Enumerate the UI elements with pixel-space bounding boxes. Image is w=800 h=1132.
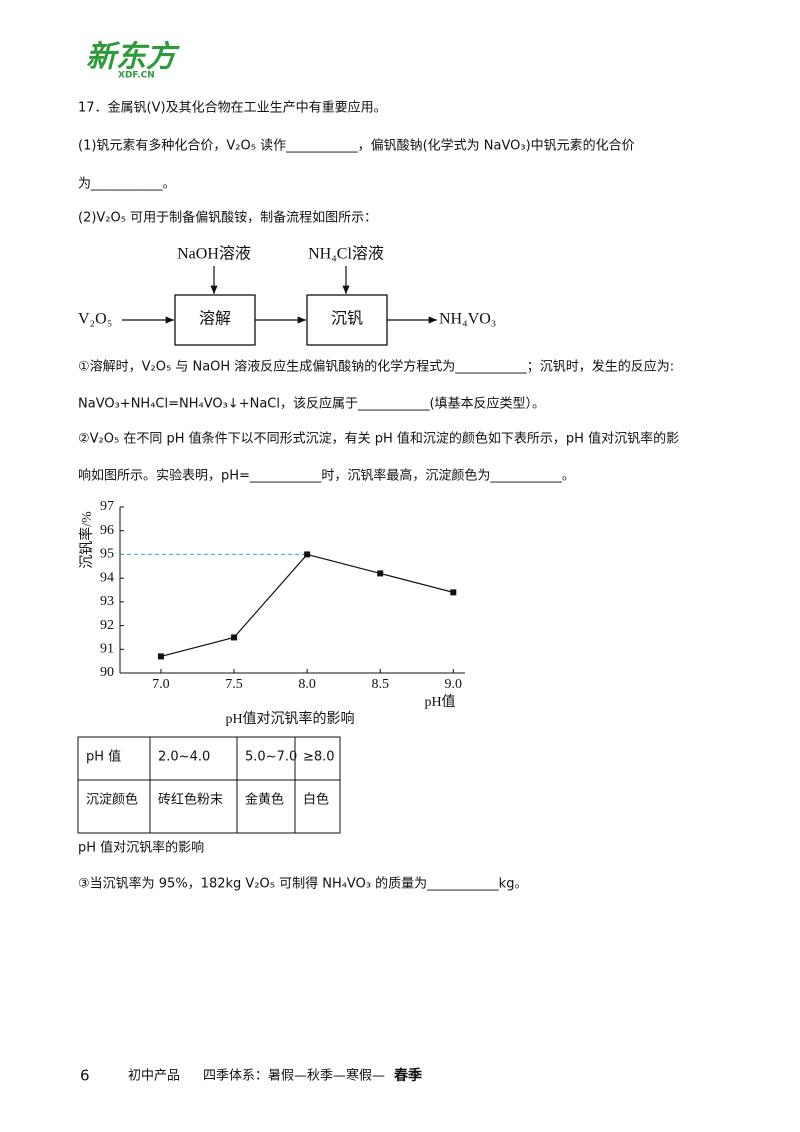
table-caption: pH 值对沉钒率的影响 bbox=[78, 840, 204, 856]
cell-text: 5.0~7.0 bbox=[245, 750, 297, 765]
text-line: 响如图所示。实验表明，pH=___________时，沉钒率最高，沉淀颜色为__… bbox=[78, 468, 575, 484]
text-line: ①溶解时，V₂O₅ 与 NaOH 溶液反应生成偏钒酸钠的化学方程式为______… bbox=[78, 359, 674, 375]
cell-text: ≥8.0 bbox=[303, 750, 335, 765]
text-line: 为___________。 bbox=[78, 177, 176, 192]
text-line: (1)钒元素有多种化合价，V₂O₅ 读作___________，偏钒酸钠(化学式… bbox=[78, 138, 635, 154]
y-tick-label: 90 bbox=[100, 665, 114, 680]
y-tick-label: 93 bbox=[100, 594, 114, 609]
text-line: (2)V₂O₅ 可用于制备偏钒酸铵，制备流程如图所示： bbox=[78, 210, 377, 226]
reagent: NH₄Cl溶液 bbox=[308, 245, 384, 263]
x-tick-label: 9.0 bbox=[445, 677, 463, 692]
y-tick-label: 97 bbox=[100, 499, 114, 514]
output: NH₄VO₃ bbox=[439, 311, 496, 328]
footer-text: 初中产品 bbox=[128, 1069, 180, 1084]
chart: 90 91 92 93 94 95 96 97 7.0 7.5 8.0 8.5 9.0 pH值 pH值对沉钒… bbox=[78, 499, 465, 727]
chart-title: pH值对沉钒率的影响 bbox=[225, 710, 354, 727]
x-tick-label: 7.5 bbox=[225, 677, 243, 692]
cell-text: 金黄色 bbox=[245, 792, 284, 808]
logo-url: XDF.CN bbox=[118, 71, 155, 81]
flow-diagram: NaOH溶液 NH₄Cl溶液 V₂O₅ 溶解 沉钒 NH₄VO₃ bbox=[78, 245, 496, 346]
x-tick-label: 8.0 bbox=[298, 677, 316, 692]
line bbox=[160, 553, 454, 657]
reagent: NaOH溶液 bbox=[177, 245, 251, 263]
x-tick-label: 7.0 bbox=[152, 677, 170, 692]
cell-text: 2.0~4.0 bbox=[158, 750, 210, 765]
page-number: 6 bbox=[80, 1067, 90, 1085]
cell-text: 沉淀颜色 bbox=[86, 792, 138, 808]
footer-current: 春季 bbox=[393, 1067, 422, 1084]
marker bbox=[450, 589, 457, 596]
step: 溶解 bbox=[199, 310, 231, 328]
y-axis-label: 沉钒率/% bbox=[78, 511, 95, 569]
x-tick-label: 8.5 bbox=[371, 677, 389, 692]
logo: 新东方 bbox=[86, 40, 180, 75]
y-tick-label: 95 bbox=[100, 547, 114, 562]
cell-text: pH 值 bbox=[86, 749, 121, 765]
table: pH 值 2.0~4.0 5.0~7.0 ≥8.0 沉淀颜色 砖红色粉末 金黄色 白色 bbox=[77, 736, 341, 834]
marker bbox=[231, 634, 238, 641]
y-tick-label: 94 bbox=[100, 570, 114, 585]
y-tick-label: 92 bbox=[100, 618, 114, 633]
text-line: ③当沉钒率为 95%，182kg V₂O₅ 可制得 NH₄VO₃ 的质量为___… bbox=[78, 876, 527, 892]
marker bbox=[304, 551, 311, 558]
x-axis-label: pH值 bbox=[424, 694, 455, 710]
table-cell bbox=[294, 779, 341, 834]
input: V₂O₅ bbox=[78, 311, 112, 328]
footer-text: 四季体系：暑假—秋季—寒假— bbox=[203, 1068, 385, 1084]
marker bbox=[157, 653, 164, 660]
y-tick-label: 96 bbox=[100, 523, 114, 538]
cell-text: 砖红色粉末 bbox=[158, 792, 223, 808]
cell-text: 白色 bbox=[303, 792, 329, 808]
step: 沉钒 bbox=[331, 310, 363, 328]
text-line: NaVO₃+NH₄Cl=NH₄VO₃↓+NaCl，该反应属于__________… bbox=[78, 396, 545, 412]
text-line: ②V₂O₅ 在不同 pH 值条件下以不同形式沉淀，有关 pH 值和沉淀的颜色如下… bbox=[78, 431, 679, 447]
marker bbox=[377, 570, 384, 577]
y-tick-label: 91 bbox=[100, 642, 114, 657]
stem: 17．金属钒(V)及其化合物在工业生产中有重要应用。 bbox=[78, 100, 387, 116]
